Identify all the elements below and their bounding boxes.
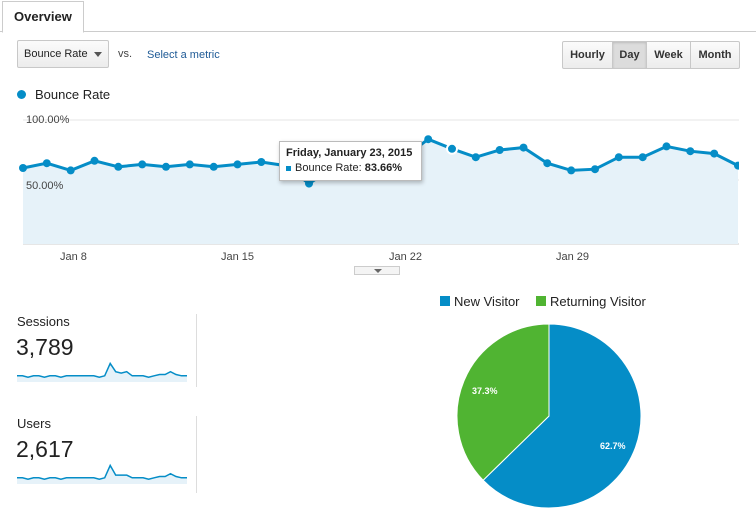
tooltip-value: 83.66% (364, 162, 403, 174)
chevron-down-icon (94, 52, 102, 57)
data-point-highlighted (446, 142, 458, 155)
data-point (233, 160, 242, 169)
sessions-label: Sessions (17, 314, 70, 329)
x-axis-label: Jan 15 (221, 251, 255, 263)
legend-swatch-returning-visitor (536, 296, 546, 306)
data-point (495, 146, 504, 154)
data-point (567, 166, 576, 175)
legend-label-returning-visitor: Returning Visitor (550, 294, 646, 309)
x-axis-label: Jan 8 (60, 251, 87, 263)
week-button[interactable]: Week (646, 41, 691, 69)
data-point (19, 164, 27, 172)
chart-tooltip: Friday, January 23, 2015 Bounce Rate: 83… (279, 141, 422, 181)
data-point (710, 149, 719, 158)
sparkline-line (17, 361, 187, 378)
chart-resize-handle[interactable] (354, 266, 400, 275)
data-point (614, 153, 623, 162)
metric-select-value: Bounce Rate (24, 48, 88, 60)
tab-overview[interactable]: Overview (2, 1, 84, 33)
sparkline-line (17, 463, 187, 480)
y-axis-label-top: 100.00% (26, 114, 70, 126)
select-metric-link[interactable]: Select a metric (147, 49, 220, 61)
tooltip-value-line: Bounce Rate: 83.66% (295, 162, 402, 174)
sessions-sparkline (17, 361, 187, 382)
vs-label: vs. (118, 48, 133, 60)
data-point (42, 159, 51, 168)
data-point (519, 143, 528, 152)
pie-slice (482, 323, 642, 509)
data-point (662, 142, 671, 151)
data-point (114, 162, 123, 171)
day-button[interactable]: Day (612, 41, 647, 69)
tooltip-metric: Bounce Rate: (295, 162, 362, 174)
data-point (185, 160, 194, 169)
divider (196, 416, 197, 493)
bounce-rate-chart[interactable] (17, 110, 739, 265)
data-point (471, 153, 480, 162)
legend-label: Bounce Rate (35, 87, 111, 102)
data-point (686, 147, 695, 156)
data-point (138, 160, 147, 169)
users-label: Users (17, 416, 51, 431)
data-point (591, 165, 599, 174)
pie-slice (456, 323, 550, 481)
data-point (638, 153, 647, 162)
metric-select[interactable]: Bounce Rate (17, 40, 109, 68)
legend-swatch-new-visitor (440, 296, 450, 306)
divider (196, 314, 197, 387)
tab-strip (0, 0, 756, 32)
hourly-button[interactable]: Hourly (562, 41, 613, 69)
data-point (66, 166, 75, 175)
legend-label-new-visitor: New Visitor (454, 294, 520, 309)
visitor-pie-chart[interactable] (450, 320, 650, 515)
x-axis-label: Jan 22 (389, 251, 423, 263)
x-axis-label: Jan 29 (556, 251, 590, 263)
data-point (305, 179, 313, 188)
legend-dot-icon (17, 90, 26, 99)
sessions-value: 3,789 (16, 334, 74, 360)
y-axis-label-mid: 50.00% (26, 180, 64, 192)
sparkline-area (17, 465, 187, 484)
data-point (543, 159, 552, 168)
tooltip-date: Friday, January 23, 2015 (286, 147, 413, 159)
tooltip-series-swatch (286, 166, 291, 171)
data-point (90, 156, 99, 165)
data-point (257, 158, 266, 166)
month-button[interactable]: Month (690, 41, 740, 69)
pie-slice-label-returning: 37.3% (472, 386, 498, 396)
data-point (424, 135, 433, 144)
users-sparkline (17, 463, 187, 484)
users-value: 2,617 (16, 436, 74, 462)
data-point (209, 162, 218, 171)
series-area (23, 139, 738, 244)
data-point (734, 161, 739, 170)
sparkline-area (17, 363, 187, 382)
data-point (162, 162, 170, 171)
chevron-down-icon (374, 269, 382, 273)
pie-slice-label-new: 62.7% (600, 441, 626, 451)
